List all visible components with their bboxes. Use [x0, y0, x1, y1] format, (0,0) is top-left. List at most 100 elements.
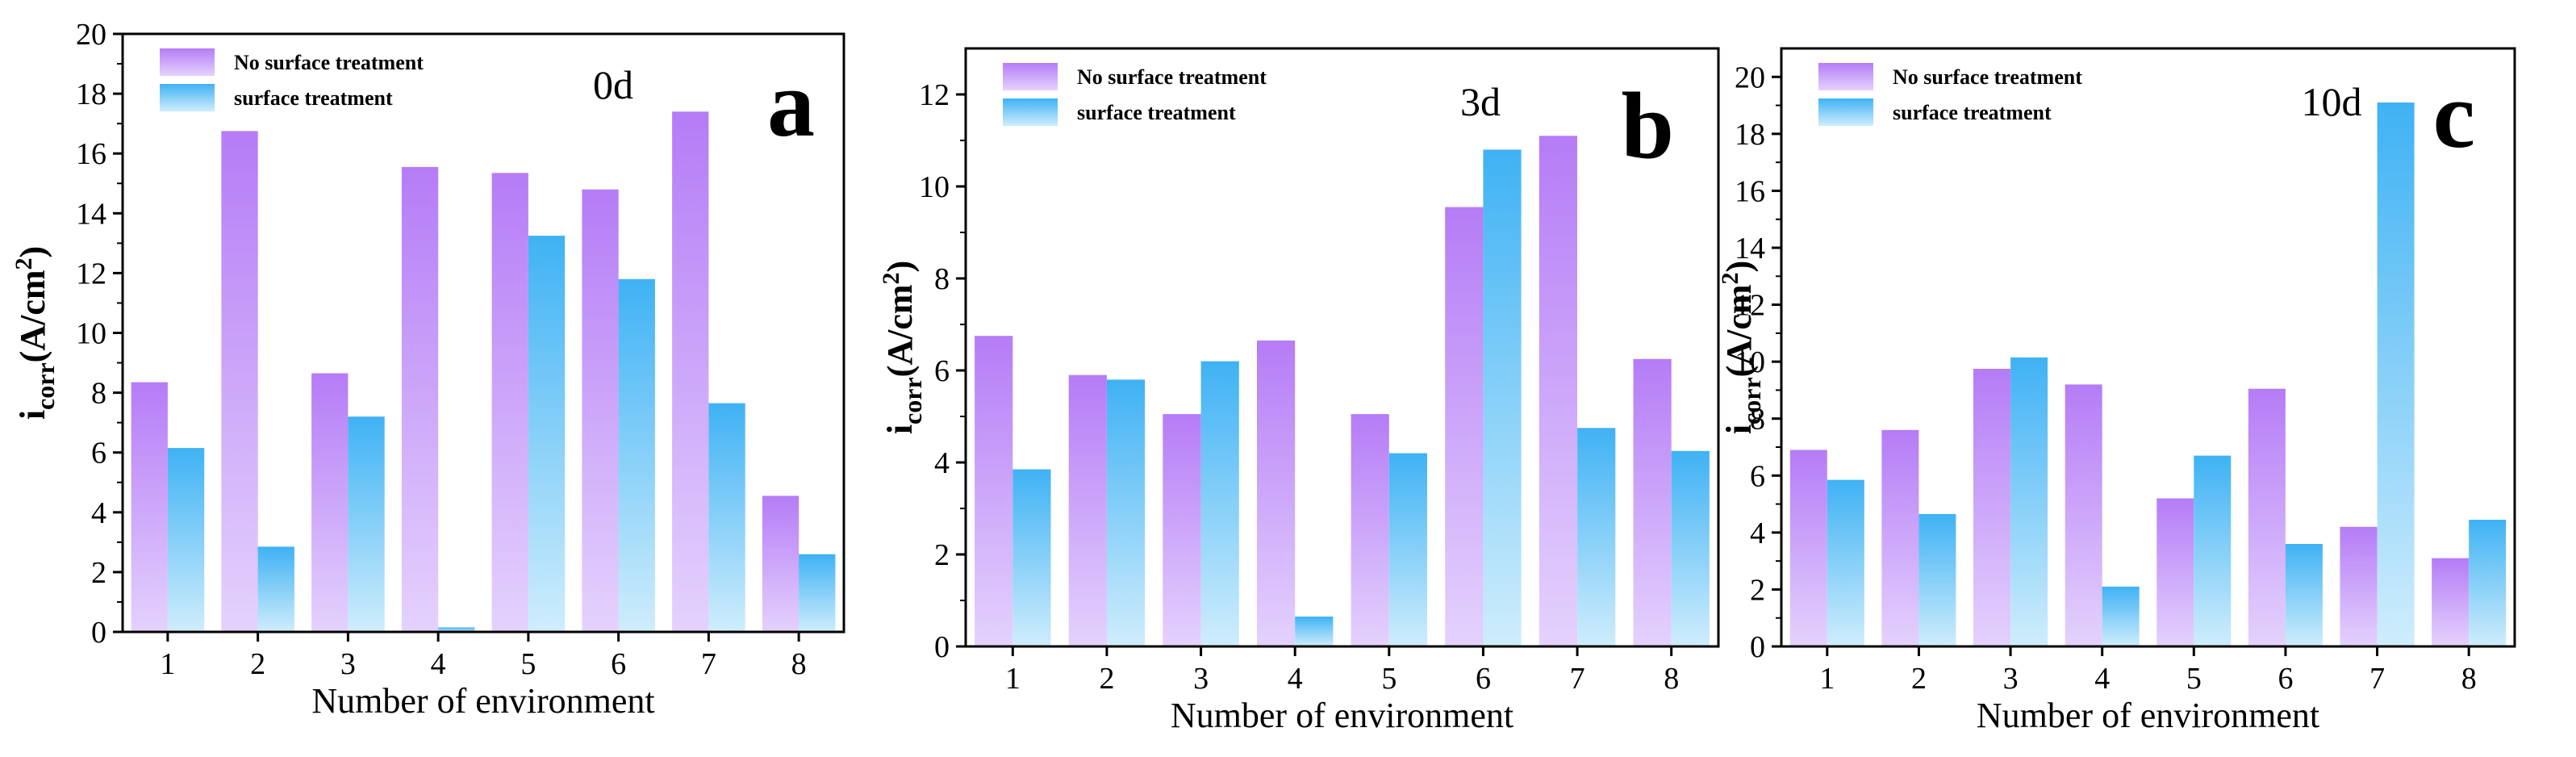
bar-no-treatment-3 [1973, 369, 2010, 646]
bar-treatment-4 [438, 627, 475, 632]
y-tick-label: 4 [934, 446, 950, 480]
bar-no-treatment-3 [1163, 414, 1201, 646]
x-tick-label: 3 [340, 647, 356, 681]
bar-no-treatment-4 [1257, 340, 1296, 646]
legend-label-treatment: surface treatment [234, 86, 393, 110]
y-tick-label: 0 [91, 616, 106, 650]
y-tick-label: 16 [76, 137, 106, 171]
y-tick-label: 12 [919, 78, 950, 112]
bar-no-treatment-7 [672, 111, 709, 633]
x-axis-title: Number of environment [1977, 696, 2319, 735]
y-tick-label: 8 [934, 262, 950, 296]
bar-no-treatment-5 [491, 173, 528, 633]
legend-label-no-treatment: No surface treatment [1893, 65, 2082, 89]
panel-letter: b [1621, 73, 1674, 178]
time-label: 3d [1460, 79, 1501, 124]
x-tick-label: 4 [2094, 662, 2110, 696]
x-tick-label: 4 [431, 647, 446, 681]
bar-treatment-1 [1012, 469, 1051, 646]
bar-treatment-7 [708, 403, 745, 632]
y-tick-label: 12 [1735, 289, 1765, 323]
x-tick-label: 1 [160, 647, 175, 681]
panel-letter: c [2433, 62, 2475, 168]
bar-no-treatment-1 [975, 336, 1013, 646]
bar-no-treatment-8 [762, 496, 800, 632]
bar-no-treatment-4 [401, 166, 439, 632]
y-tick-label: 10 [1735, 345, 1765, 379]
bar-treatment-3 [1200, 361, 1239, 646]
y-tick-label: 12 [76, 257, 106, 291]
y-tick-label: 10 [919, 170, 950, 204]
bar-treatment-2 [1106, 379, 1146, 646]
y-tick-label: 18 [1735, 118, 1765, 152]
x-tick-label: 4 [1288, 662, 1303, 696]
legend-label-treatment: surface treatment [1893, 101, 2052, 124]
x-tick-label: 8 [1664, 662, 1679, 696]
x-tick-label: 8 [791, 647, 807, 681]
y-tick-label: 6 [1750, 459, 1765, 493]
bar-treatment-2 [1918, 513, 1956, 646]
y-tick-label: 0 [1750, 630, 1765, 664]
y-tick-label: 18 [76, 77, 106, 111]
bar-treatment-3 [348, 416, 385, 632]
bar-treatment-7 [1577, 428, 1616, 647]
bar-treatment-8 [799, 554, 836, 632]
y-tick-label: 2 [934, 538, 950, 572]
x-tick-label: 8 [2461, 662, 2477, 696]
legend-label-no-treatment: No surface treatment [1077, 65, 1267, 89]
bar-no-treatment-8 [1633, 358, 1672, 647]
bar-treatment-3 [2010, 357, 2048, 646]
x-tick-label: 1 [1005, 662, 1021, 696]
bar-treatment-8 [1671, 450, 1710, 647]
y-axis-title: icorr(A/cm2) [10, 246, 60, 420]
bar-treatment-5 [2194, 455, 2232, 646]
x-tick-label: 3 [1193, 662, 1209, 696]
y-tick-label: 16 [1735, 174, 1765, 208]
x-tick-label: 2 [1911, 662, 1927, 696]
y-tick-label: 6 [934, 354, 950, 388]
x-tick-label: 5 [520, 647, 536, 681]
bar-no-treatment-4 [2065, 384, 2102, 646]
y-tick-label: 20 [1735, 61, 1765, 94]
x-tick-label: 6 [611, 647, 626, 681]
bar-no-treatment-3 [311, 373, 349, 632]
y-tick-label: 10 [76, 317, 106, 351]
y-tick-label: 8 [91, 377, 106, 411]
bar-treatment-5 [1388, 453, 1427, 646]
legend-label-no-treatment: No surface treatment [234, 51, 424, 74]
bar-no-treatment-6 [1445, 207, 1484, 647]
bar-no-treatment-1 [131, 382, 168, 632]
x-tick-label: 7 [2369, 662, 2385, 696]
bar-treatment-1 [167, 448, 205, 632]
x-axis-title: Number of environment [1171, 696, 1513, 735]
legend-swatch-treatment [1818, 98, 1873, 126]
y-tick-label: 14 [1735, 232, 1765, 266]
bar-treatment-4 [2102, 586, 2140, 646]
plot-frame [964, 47, 1720, 648]
y-tick-label: 4 [1750, 517, 1765, 550]
plot-frame [1780, 47, 2516, 648]
bar-no-treatment-2 [221, 131, 258, 632]
time-label: 0d [593, 62, 633, 107]
y-axis-title: icorr(A/cm2) [1717, 261, 1766, 434]
bar-treatment-6 [2285, 544, 2323, 646]
bar-no-treatment-6 [582, 189, 619, 632]
time-label: 10d [2302, 79, 2362, 124]
y-tick-label: 8 [1750, 403, 1765, 437]
bar-no-treatment-1 [1789, 450, 1827, 646]
y-tick-label: 14 [76, 197, 106, 231]
bar-no-treatment-2 [1881, 429, 1919, 646]
legend-swatch-no-treatment [1818, 63, 1873, 90]
bar-treatment-5 [528, 236, 566, 632]
bar-treatment-8 [2469, 520, 2507, 646]
x-axis-title: Number of environment [311, 681, 654, 721]
x-tick-label: 6 [2277, 662, 2293, 696]
bar-no-treatment-6 [2248, 388, 2286, 646]
bar-no-treatment-7 [2340, 526, 2378, 646]
x-tick-label: 7 [1570, 662, 1585, 696]
bar-no-treatment-5 [1351, 414, 1389, 646]
y-tick-label: 6 [91, 437, 106, 471]
